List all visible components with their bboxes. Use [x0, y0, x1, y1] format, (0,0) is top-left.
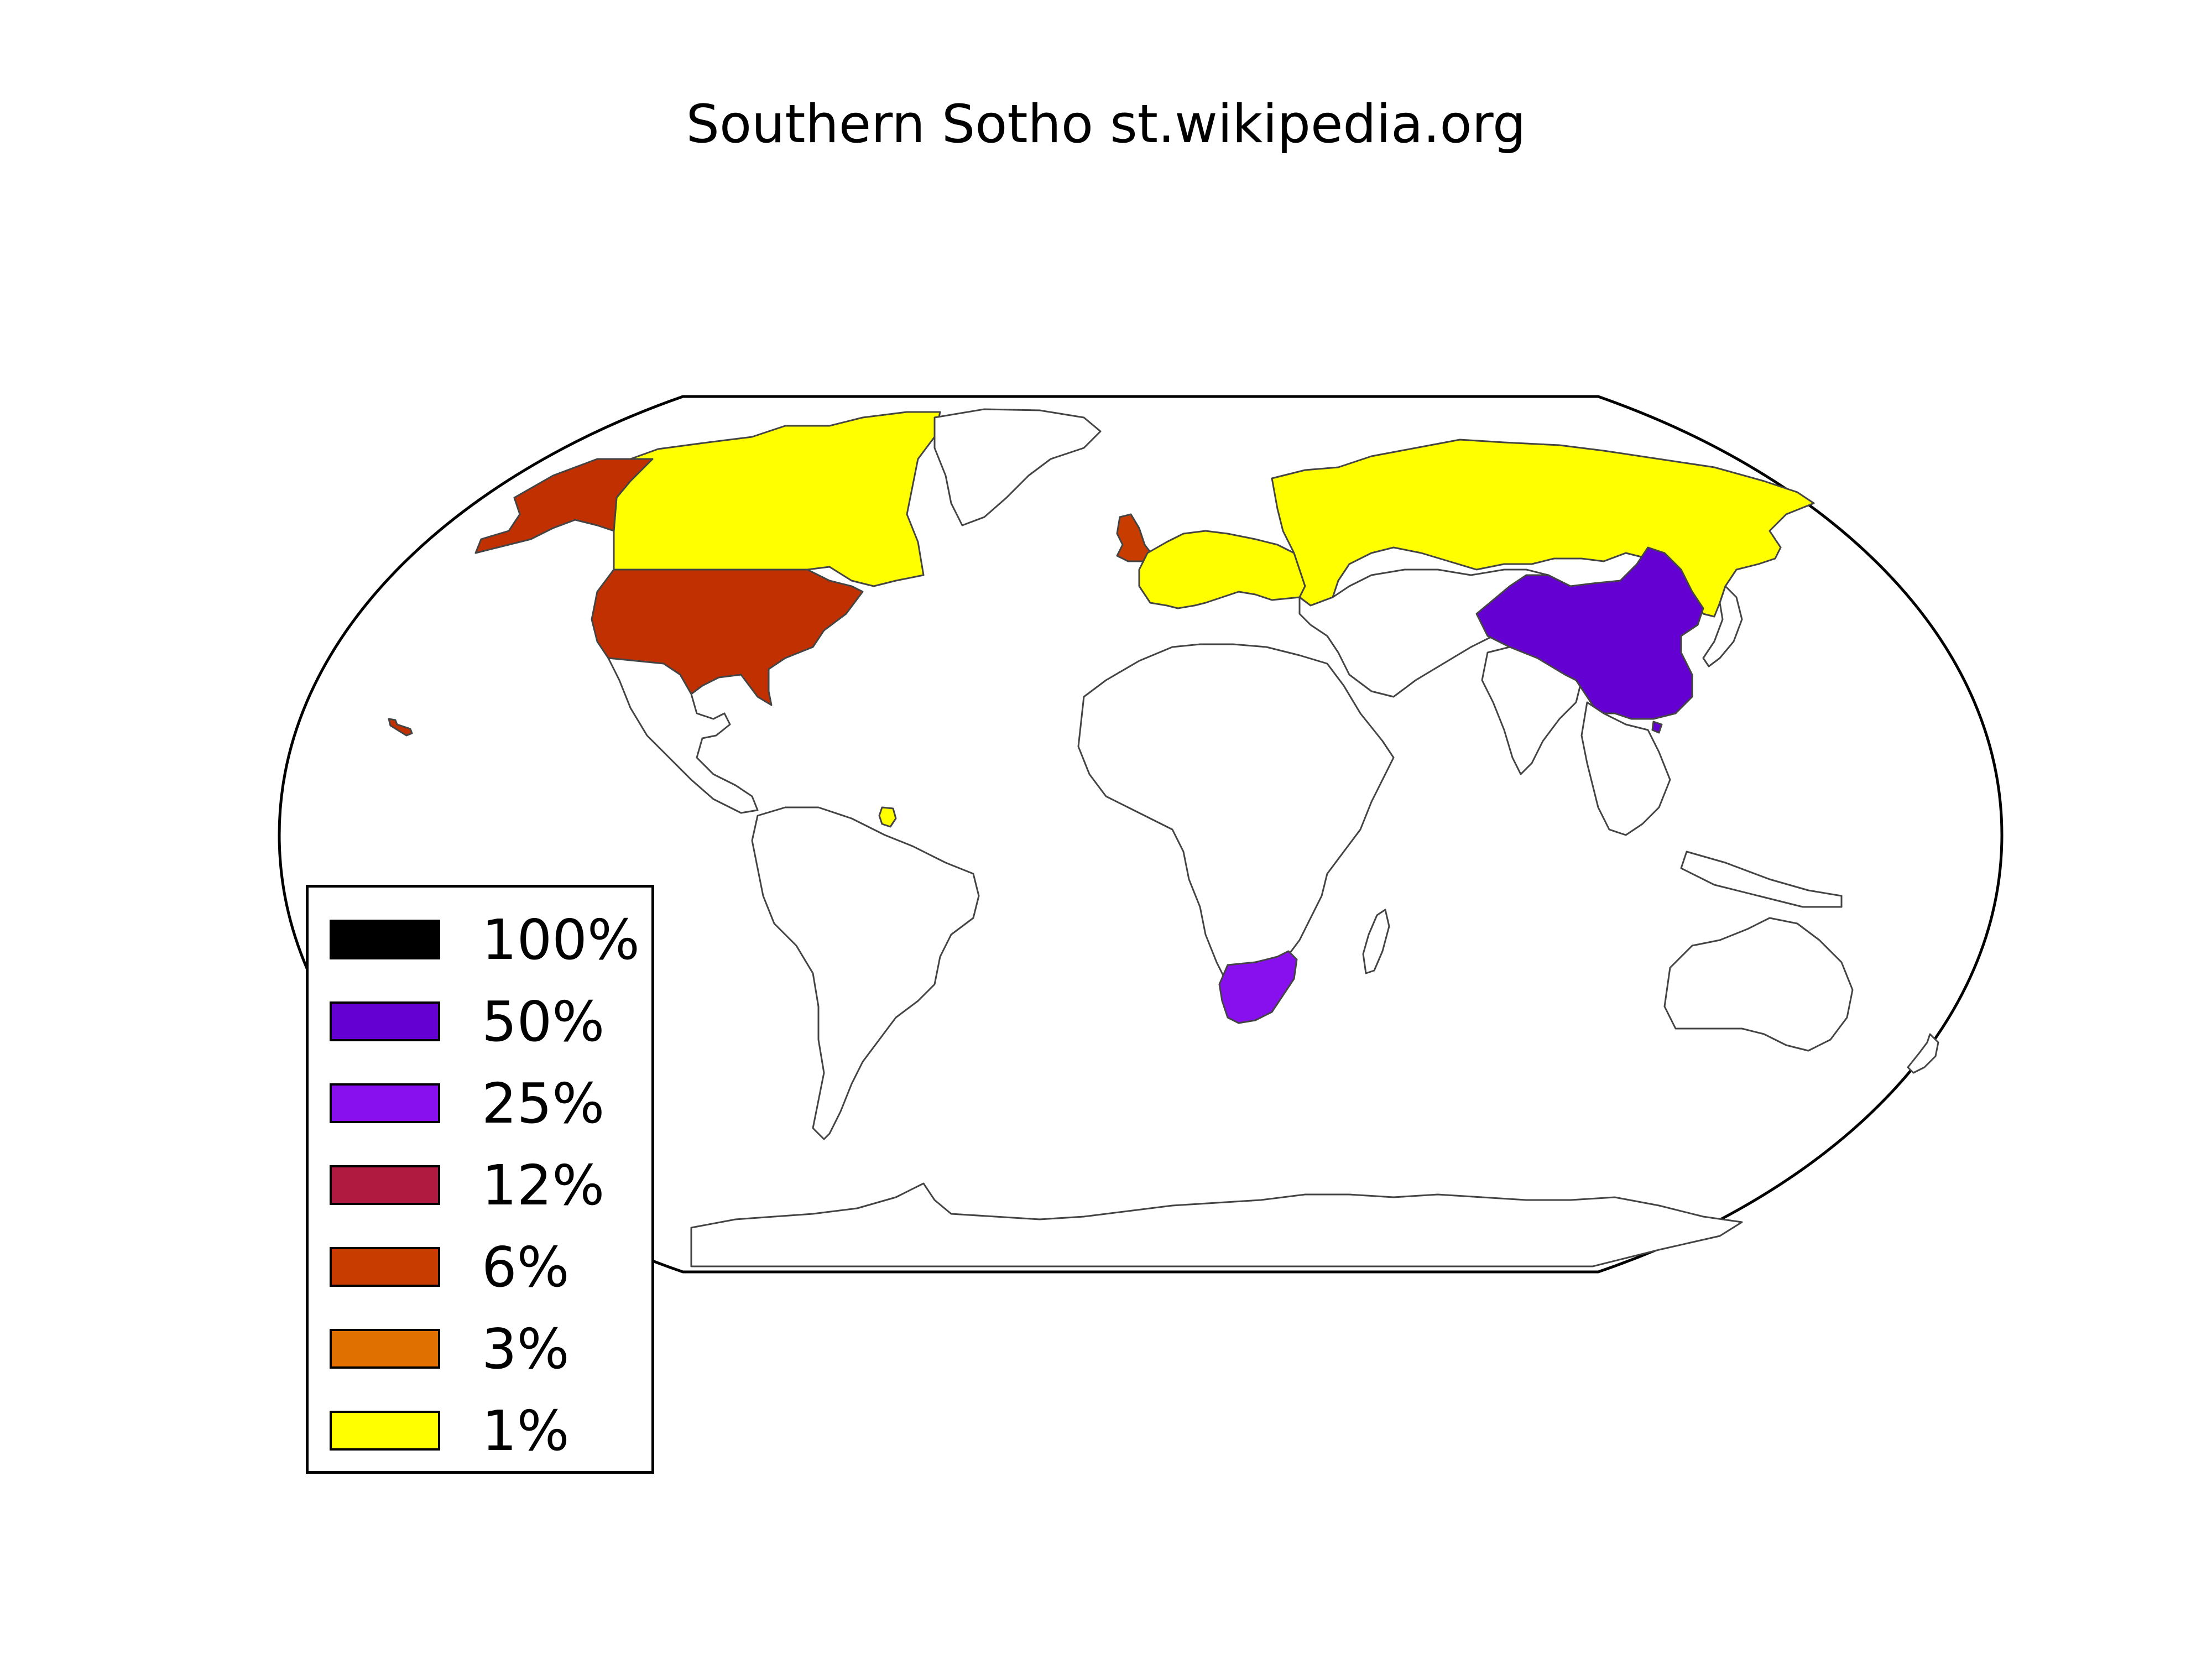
south-africa-region — [1218, 950, 1298, 1024]
south-america-region — [751, 806, 980, 1140]
legend-swatch — [330, 1247, 440, 1287]
legend-item: 25% — [330, 1073, 639, 1134]
legend: 100% 50% 25% 12% 6% 3% 1% — [306, 885, 654, 1474]
country-regions — [388, 408, 1939, 1267]
legend-swatch — [330, 920, 440, 959]
legend-item: 50% — [330, 992, 639, 1052]
africa-region — [1077, 643, 1395, 985]
europe-region — [1138, 530, 1306, 609]
se-asia-region — [1580, 701, 1843, 908]
hawaii-region — [388, 718, 413, 737]
australia-region — [1663, 917, 1854, 1052]
legend-label: 100% — [482, 907, 640, 972]
new-zealand-region — [1907, 1033, 1939, 1074]
alaska-region — [474, 458, 654, 554]
french-guiana-region — [878, 806, 897, 828]
legend-label: 3% — [482, 1317, 570, 1381]
legend-item: 6% — [330, 1237, 639, 1298]
legend-label: 25% — [482, 1071, 605, 1136]
legend-item: 100% — [330, 910, 640, 971]
legend-label: 12% — [482, 1153, 605, 1218]
legend-item: 12% — [330, 1155, 639, 1216]
legend-swatch — [330, 1083, 440, 1123]
legend-swatch — [330, 1411, 440, 1451]
legend-label: 6% — [482, 1235, 570, 1300]
legend-label: 1% — [482, 1399, 570, 1463]
map-title: Southern Sotho st.wikipedia.org — [686, 94, 1526, 155]
mexico-region — [607, 657, 759, 814]
japan-region — [1702, 585, 1743, 667]
legend-item: 3% — [330, 1319, 639, 1380]
madagascar-region — [1362, 909, 1390, 974]
legend-swatch — [330, 1165, 440, 1205]
legend-label: 50% — [482, 989, 605, 1054]
antarctica-region — [690, 1182, 1743, 1267]
china-region — [1475, 546, 1704, 734]
legend-swatch — [330, 1001, 440, 1041]
legend-item: 1% — [330, 1401, 639, 1462]
legend-swatch — [330, 1329, 440, 1369]
greenland-region — [933, 408, 1102, 526]
